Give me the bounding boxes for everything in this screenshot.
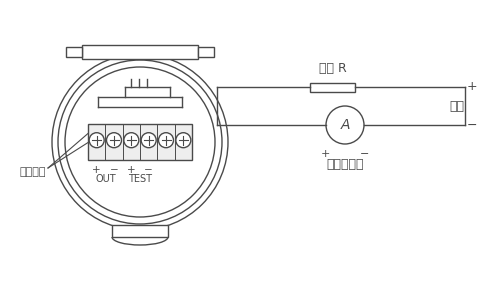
Circle shape	[158, 133, 173, 148]
Bar	[82, 45, 198, 59]
Circle shape	[106, 133, 121, 148]
Text: 负载 R: 负载 R	[318, 62, 347, 76]
Text: −: −	[144, 165, 153, 175]
Text: 电源接线: 电源接线	[20, 167, 46, 177]
Circle shape	[176, 133, 191, 148]
Text: A: A	[340, 118, 350, 132]
Text: +: +	[127, 165, 136, 175]
Text: +: +	[92, 165, 101, 175]
Circle shape	[326, 106, 364, 144]
Circle shape	[124, 133, 139, 148]
Circle shape	[89, 133, 104, 148]
Text: 直流电流表: 直流电流表	[326, 158, 364, 170]
Circle shape	[141, 133, 156, 148]
Bar	[310, 82, 355, 91]
Bar	[198, 47, 214, 57]
Bar	[66, 47, 82, 57]
Text: +: +	[467, 80, 478, 94]
Bar	[112, 225, 168, 237]
Bar	[88, 124, 192, 160]
Text: OUT: OUT	[95, 174, 116, 184]
Text: −: −	[467, 118, 478, 131]
Text: 电源: 电源	[450, 100, 465, 112]
Text: TEST: TEST	[128, 174, 152, 184]
Text: −: −	[360, 149, 370, 159]
Text: +: +	[320, 149, 330, 159]
Text: −: −	[109, 165, 119, 175]
